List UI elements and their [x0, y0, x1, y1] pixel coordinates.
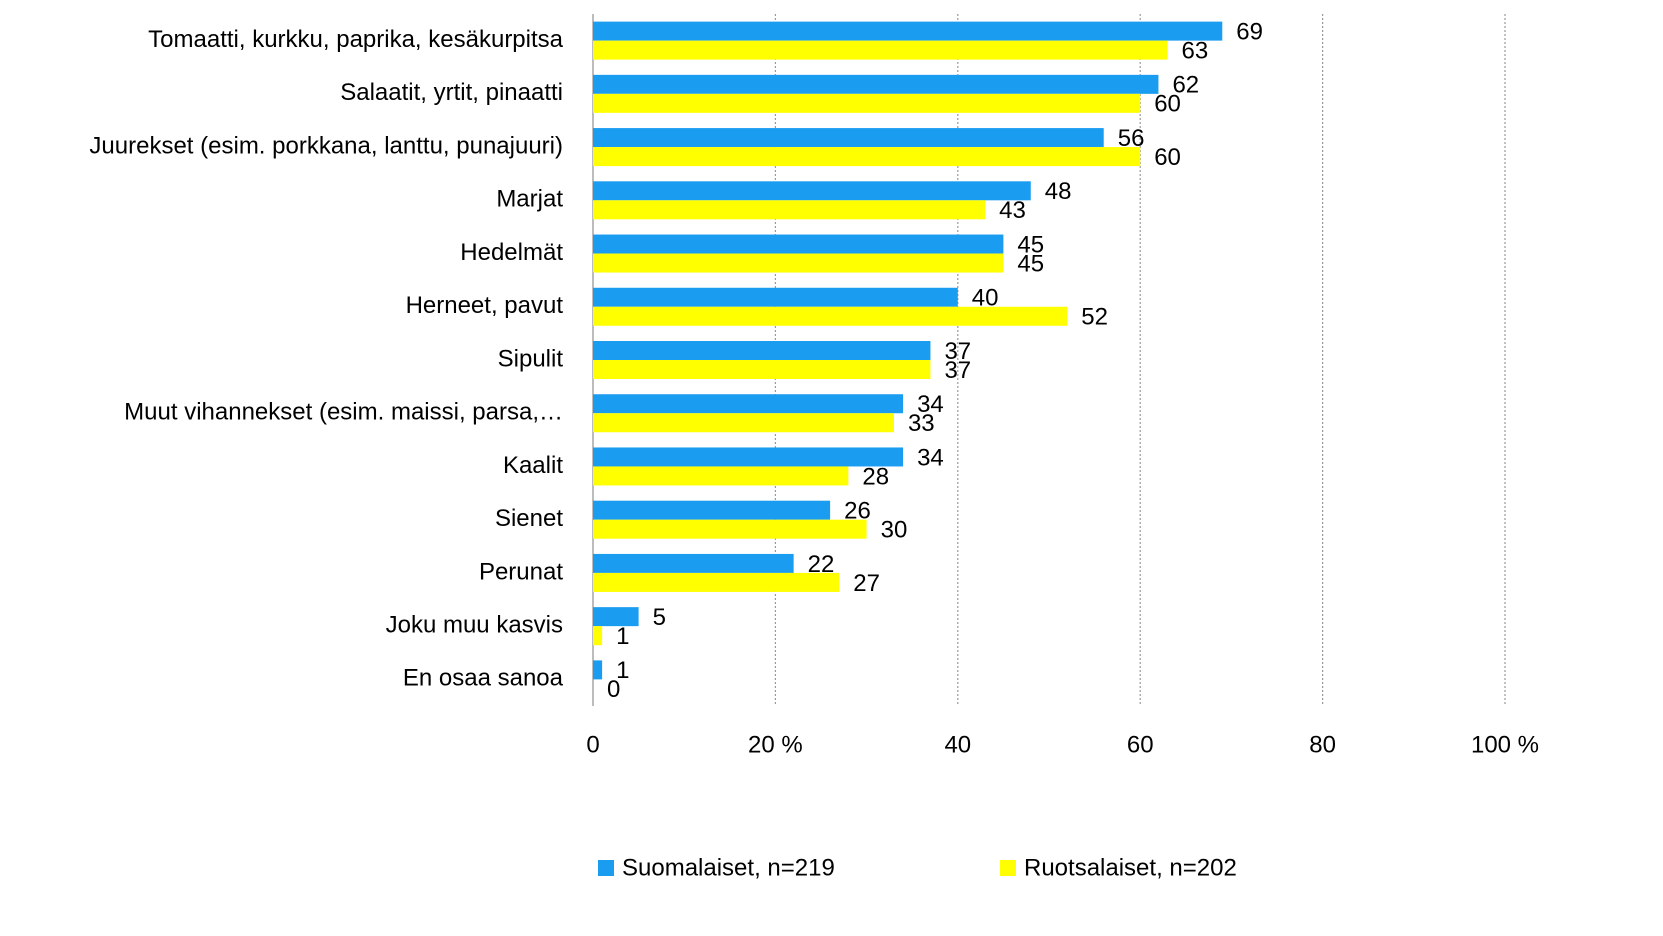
value-label: 34 — [917, 391, 944, 418]
x-tick-label: 0 — [586, 731, 599, 758]
bar — [593, 341, 931, 360]
bar — [593, 74, 1159, 94]
value-label: 33 — [908, 410, 935, 437]
value-label: 27 — [853, 570, 880, 597]
value-label: 34 — [917, 444, 944, 471]
value-label: 1 — [616, 623, 629, 650]
legend-swatch — [598, 860, 614, 876]
category-label: Salaatit, yrtit, pinaatti — [340, 79, 563, 106]
value-label: 37 — [944, 357, 971, 384]
value-label: 0 — [607, 676, 620, 703]
category-label: Joku muu kasvis — [386, 611, 563, 638]
bar — [593, 21, 1223, 41]
category-label: Herneet, pavut — [406, 292, 564, 319]
bar — [593, 500, 831, 520]
bar — [593, 147, 1141, 167]
category-label: Perunat — [479, 558, 563, 585]
bar — [593, 466, 849, 486]
category-label: Hedelmät — [460, 239, 563, 266]
value-label: 37 — [944, 338, 971, 365]
value-label: 69 — [1236, 18, 1263, 45]
category-label: Sienet — [495, 505, 563, 532]
value-label: 63 — [1182, 37, 1209, 64]
bar — [593, 234, 1004, 254]
bar — [593, 660, 603, 680]
bar — [593, 394, 904, 414]
bar — [593, 200, 986, 220]
legend-label: Suomalaiset, n=219 — [622, 854, 835, 881]
x-tick-label: 20 % — [748, 731, 803, 758]
value-label: 1 — [616, 657, 629, 684]
bar — [593, 413, 894, 433]
bar — [593, 447, 904, 467]
value-label: 5 — [653, 604, 666, 631]
value-label: 45 — [1017, 231, 1044, 258]
bar — [593, 306, 1068, 326]
bar — [593, 519, 867, 539]
bar — [593, 253, 1004, 273]
bar — [593, 572, 840, 592]
category-label: Muut vihannekset (esim. maissi, parsa,… — [124, 399, 563, 426]
x-tick-label: 80 — [1309, 731, 1336, 758]
bar — [593, 607, 639, 627]
legend-label: Ruotsalaiset, n=202 — [1024, 854, 1237, 881]
value-label: 28 — [862, 463, 889, 490]
value-label: 48 — [1045, 178, 1072, 205]
bar — [593, 553, 794, 573]
x-tick-label: 40 — [944, 731, 971, 758]
bar — [593, 360, 931, 379]
bar — [593, 40, 1168, 60]
category-label: Kaalit — [503, 452, 563, 479]
value-label: 30 — [881, 517, 908, 544]
category-label: Sipulit — [498, 345, 564, 372]
value-label: 43 — [999, 197, 1026, 224]
value-label: 62 — [1172, 72, 1199, 99]
x-tick-label: 60 — [1127, 731, 1154, 758]
bar — [593, 626, 603, 646]
category-label: En osaa sanoa — [403, 665, 564, 692]
value-label: 60 — [1154, 91, 1181, 118]
value-label: 45 — [1017, 250, 1044, 277]
category-label: Tomaatti, kurkku, paprika, kesäkurpitsa — [148, 26, 563, 53]
category-label: Juurekset (esim. porkkana, lanttu, punaj… — [89, 132, 563, 159]
category-label: Marjat — [496, 186, 563, 213]
bar — [593, 287, 958, 307]
value-label: 60 — [1154, 144, 1181, 171]
value-label: 52 — [1081, 304, 1108, 331]
bar — [593, 128, 1104, 148]
bar — [593, 93, 1141, 113]
legend-swatch — [1000, 860, 1016, 876]
bar — [593, 181, 1031, 201]
x-tick-label: 100 % — [1471, 731, 1539, 758]
